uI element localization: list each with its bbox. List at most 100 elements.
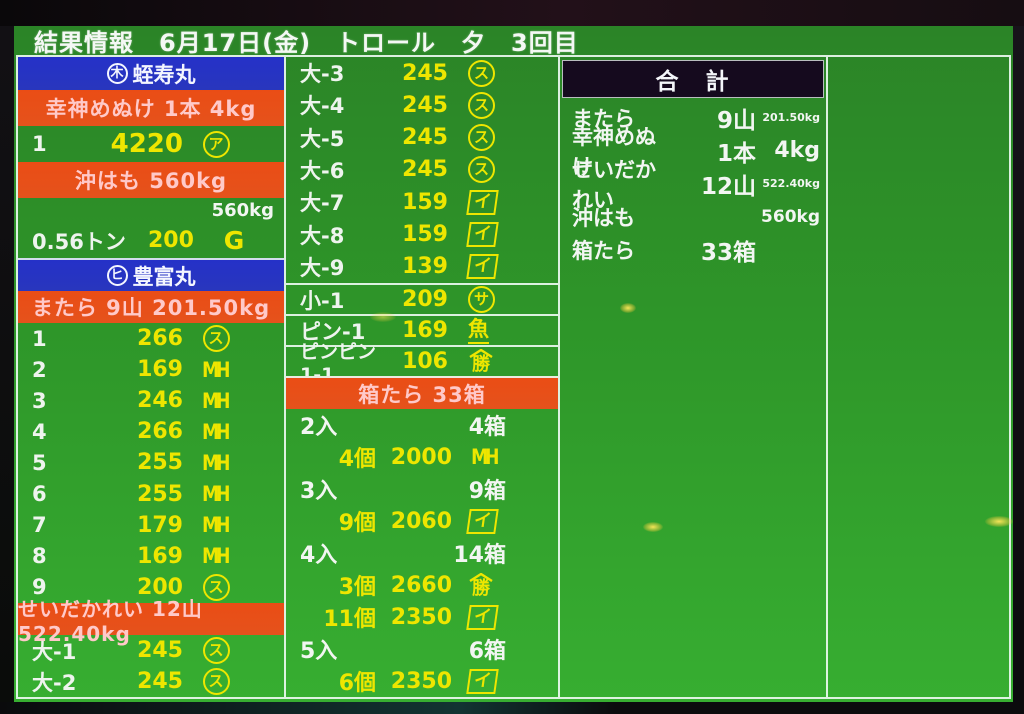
auction-row: 6 255 MH bbox=[18, 479, 284, 510]
results-table: 木 蛭寿丸 幸神めぬけ 1本 4kg 1 4220 ア 沖はも 560kg 56… bbox=[16, 55, 1011, 699]
fish-weight: 560kg bbox=[761, 206, 820, 227]
auction-row: 大-7 159 イ bbox=[286, 186, 558, 218]
row-price: 159 bbox=[402, 222, 448, 248]
box-count: 14箱 bbox=[453, 543, 506, 568]
buyer-mark-su-icon: ス bbox=[202, 325, 230, 353]
buyer-mark-mh-icon: MH bbox=[471, 445, 499, 469]
buyer-mark-su-icon: ス bbox=[468, 124, 495, 152]
buyer-mark-i-icon: イ bbox=[466, 508, 499, 534]
summary-header: 合 計 bbox=[562, 60, 824, 98]
box-size: 2入 bbox=[300, 415, 338, 440]
row-price: 245 bbox=[137, 638, 183, 663]
fish-weight: 4kg bbox=[774, 138, 820, 163]
size-row: 3入 9箱 bbox=[286, 473, 558, 505]
buyer-mark-i-icon: イ bbox=[466, 189, 499, 215]
bid-price: 2350 bbox=[390, 668, 452, 694]
row-no: 1 bbox=[32, 326, 47, 351]
page-title: 結果情報 6月17日(金) トロール 夕 3回目 bbox=[34, 29, 579, 57]
fish-name: せいだかれい bbox=[572, 157, 656, 212]
box-tara-bar: 箱たら 33箱 bbox=[286, 376, 558, 409]
buyer-mark-i-icon: イ bbox=[466, 222, 499, 247]
row-no: 6 bbox=[32, 482, 47, 507]
summary-row: 箱たら 33箱 bbox=[560, 233, 826, 266]
row-no: ピン-1 bbox=[300, 319, 366, 344]
buyer-mark-fish-icon: 魚 bbox=[468, 317, 489, 344]
buyer-mark-su-icon: ス bbox=[202, 573, 230, 601]
auction-row: 大-2 245 ス bbox=[18, 666, 284, 697]
fish-name: 沖はも bbox=[572, 205, 635, 230]
row-no: 大-3 bbox=[300, 62, 345, 87]
lot-bar-okihamo: 沖はも 560kg bbox=[18, 162, 284, 198]
roof-icon bbox=[469, 349, 493, 358]
bezel-bottom bbox=[0, 702, 1024, 714]
summary-rows: またら 9山 201.50kg 幸神めぬけ 1本 4kg せいだかれい 12山 … bbox=[560, 98, 826, 266]
weight-note: 560kg bbox=[211, 200, 274, 221]
auction-row: 大-4 245 ス bbox=[286, 89, 558, 121]
fish-qty: 9山 bbox=[716, 107, 756, 134]
bezel-left bbox=[0, 26, 14, 702]
row-no: 大-8 bbox=[300, 223, 345, 248]
size-row: 5入 6箱 bbox=[286, 633, 558, 665]
title-bar: 結果情報 6月17日(金) トロール 夕 3回目 bbox=[14, 26, 1013, 57]
bid-price: 2060 bbox=[390, 508, 452, 534]
fish-name: またら bbox=[572, 106, 635, 131]
row-price: 246 bbox=[137, 388, 183, 414]
row-price: 266 bbox=[137, 326, 183, 352]
buyer-mark-mh-icon: MH bbox=[201, 419, 230, 444]
box-count: 4箱 bbox=[468, 415, 506, 440]
fish-name: 箱たら bbox=[572, 238, 635, 263]
glare-spot bbox=[643, 522, 663, 532]
auction-row: 4 266 MH bbox=[18, 416, 284, 447]
column-lots: 大-3 245 ス 大-4 245 ス 大-5 245 ス bbox=[286, 57, 560, 697]
row-no: 8 bbox=[32, 544, 47, 569]
bezel-top bbox=[0, 0, 1024, 26]
auction-row: 5 255 MH bbox=[18, 447, 284, 478]
bid-row: 4個 2000 MH bbox=[286, 441, 558, 473]
row-no: 5 bbox=[32, 450, 47, 475]
yama-katsu-mark-icon: 勝 bbox=[468, 572, 494, 598]
buyer-mark-i-icon: イ bbox=[466, 668, 499, 694]
summary-row: またら 9山 201.50kg bbox=[560, 101, 826, 134]
lot-bar-menuke: 幸神めぬけ 1本 4kg bbox=[18, 90, 284, 126]
summary-row: 幸神めぬけ 1本 4kg bbox=[560, 125, 826, 179]
boat2-name: 豊富丸 bbox=[132, 264, 196, 289]
row-price: 106 bbox=[402, 349, 448, 374]
bezel-right bbox=[1013, 26, 1024, 702]
glare-spot bbox=[370, 312, 396, 322]
boat1-name: 蛭寿丸 bbox=[132, 62, 196, 87]
auction-row: 大-5 245 ス bbox=[286, 122, 558, 154]
auction-row: 2 169 MH bbox=[18, 354, 284, 385]
row-price: 266 bbox=[137, 419, 183, 445]
row-no: 大-6 bbox=[300, 158, 345, 183]
buyer-mark-mh-icon: MH bbox=[201, 544, 230, 569]
row-no: 大-7 bbox=[300, 191, 345, 216]
row-price: 255 bbox=[137, 481, 183, 507]
buyer-mark-circle-a-icon: ア bbox=[202, 130, 230, 158]
circled-ki-icon: 木 bbox=[106, 63, 128, 84]
row-price: 139 bbox=[402, 254, 448, 280]
box-size: 4入 bbox=[300, 543, 338, 568]
buyer-mark-mh-icon: MH bbox=[201, 388, 230, 413]
buyer-mark-su-icon: ス bbox=[202, 637, 230, 664]
auction-row: 大-9 139 イ bbox=[286, 251, 558, 283]
row-no: 4 bbox=[32, 419, 47, 444]
buyer-mark-mh-icon: MH bbox=[201, 513, 230, 538]
buyer-mark-i-icon: イ bbox=[466, 254, 499, 280]
row-no: 大-2 bbox=[32, 670, 77, 695]
row-no: 9 bbox=[32, 575, 47, 600]
buyer-mark-mh-icon: MH bbox=[201, 357, 230, 382]
glare-spot bbox=[985, 516, 1013, 527]
row-price: 209 bbox=[402, 287, 448, 312]
row-no: 大-1 bbox=[32, 639, 77, 664]
auction-row: 小-1 209 サ bbox=[286, 283, 558, 314]
box-count: 9箱 bbox=[468, 479, 506, 504]
buyer-mark-g-icon: G bbox=[223, 226, 245, 255]
glare-spot bbox=[620, 303, 636, 313]
buyer-mark-su-icon: ス bbox=[468, 59, 495, 87]
fish-qty: 33箱 bbox=[700, 239, 756, 266]
fish-qty: 1本 bbox=[716, 140, 756, 167]
row-price: 245 bbox=[402, 157, 448, 183]
auction-row: ピン-1 169 魚 bbox=[286, 314, 558, 345]
bid-row: 6個 2350 イ bbox=[286, 665, 558, 697]
